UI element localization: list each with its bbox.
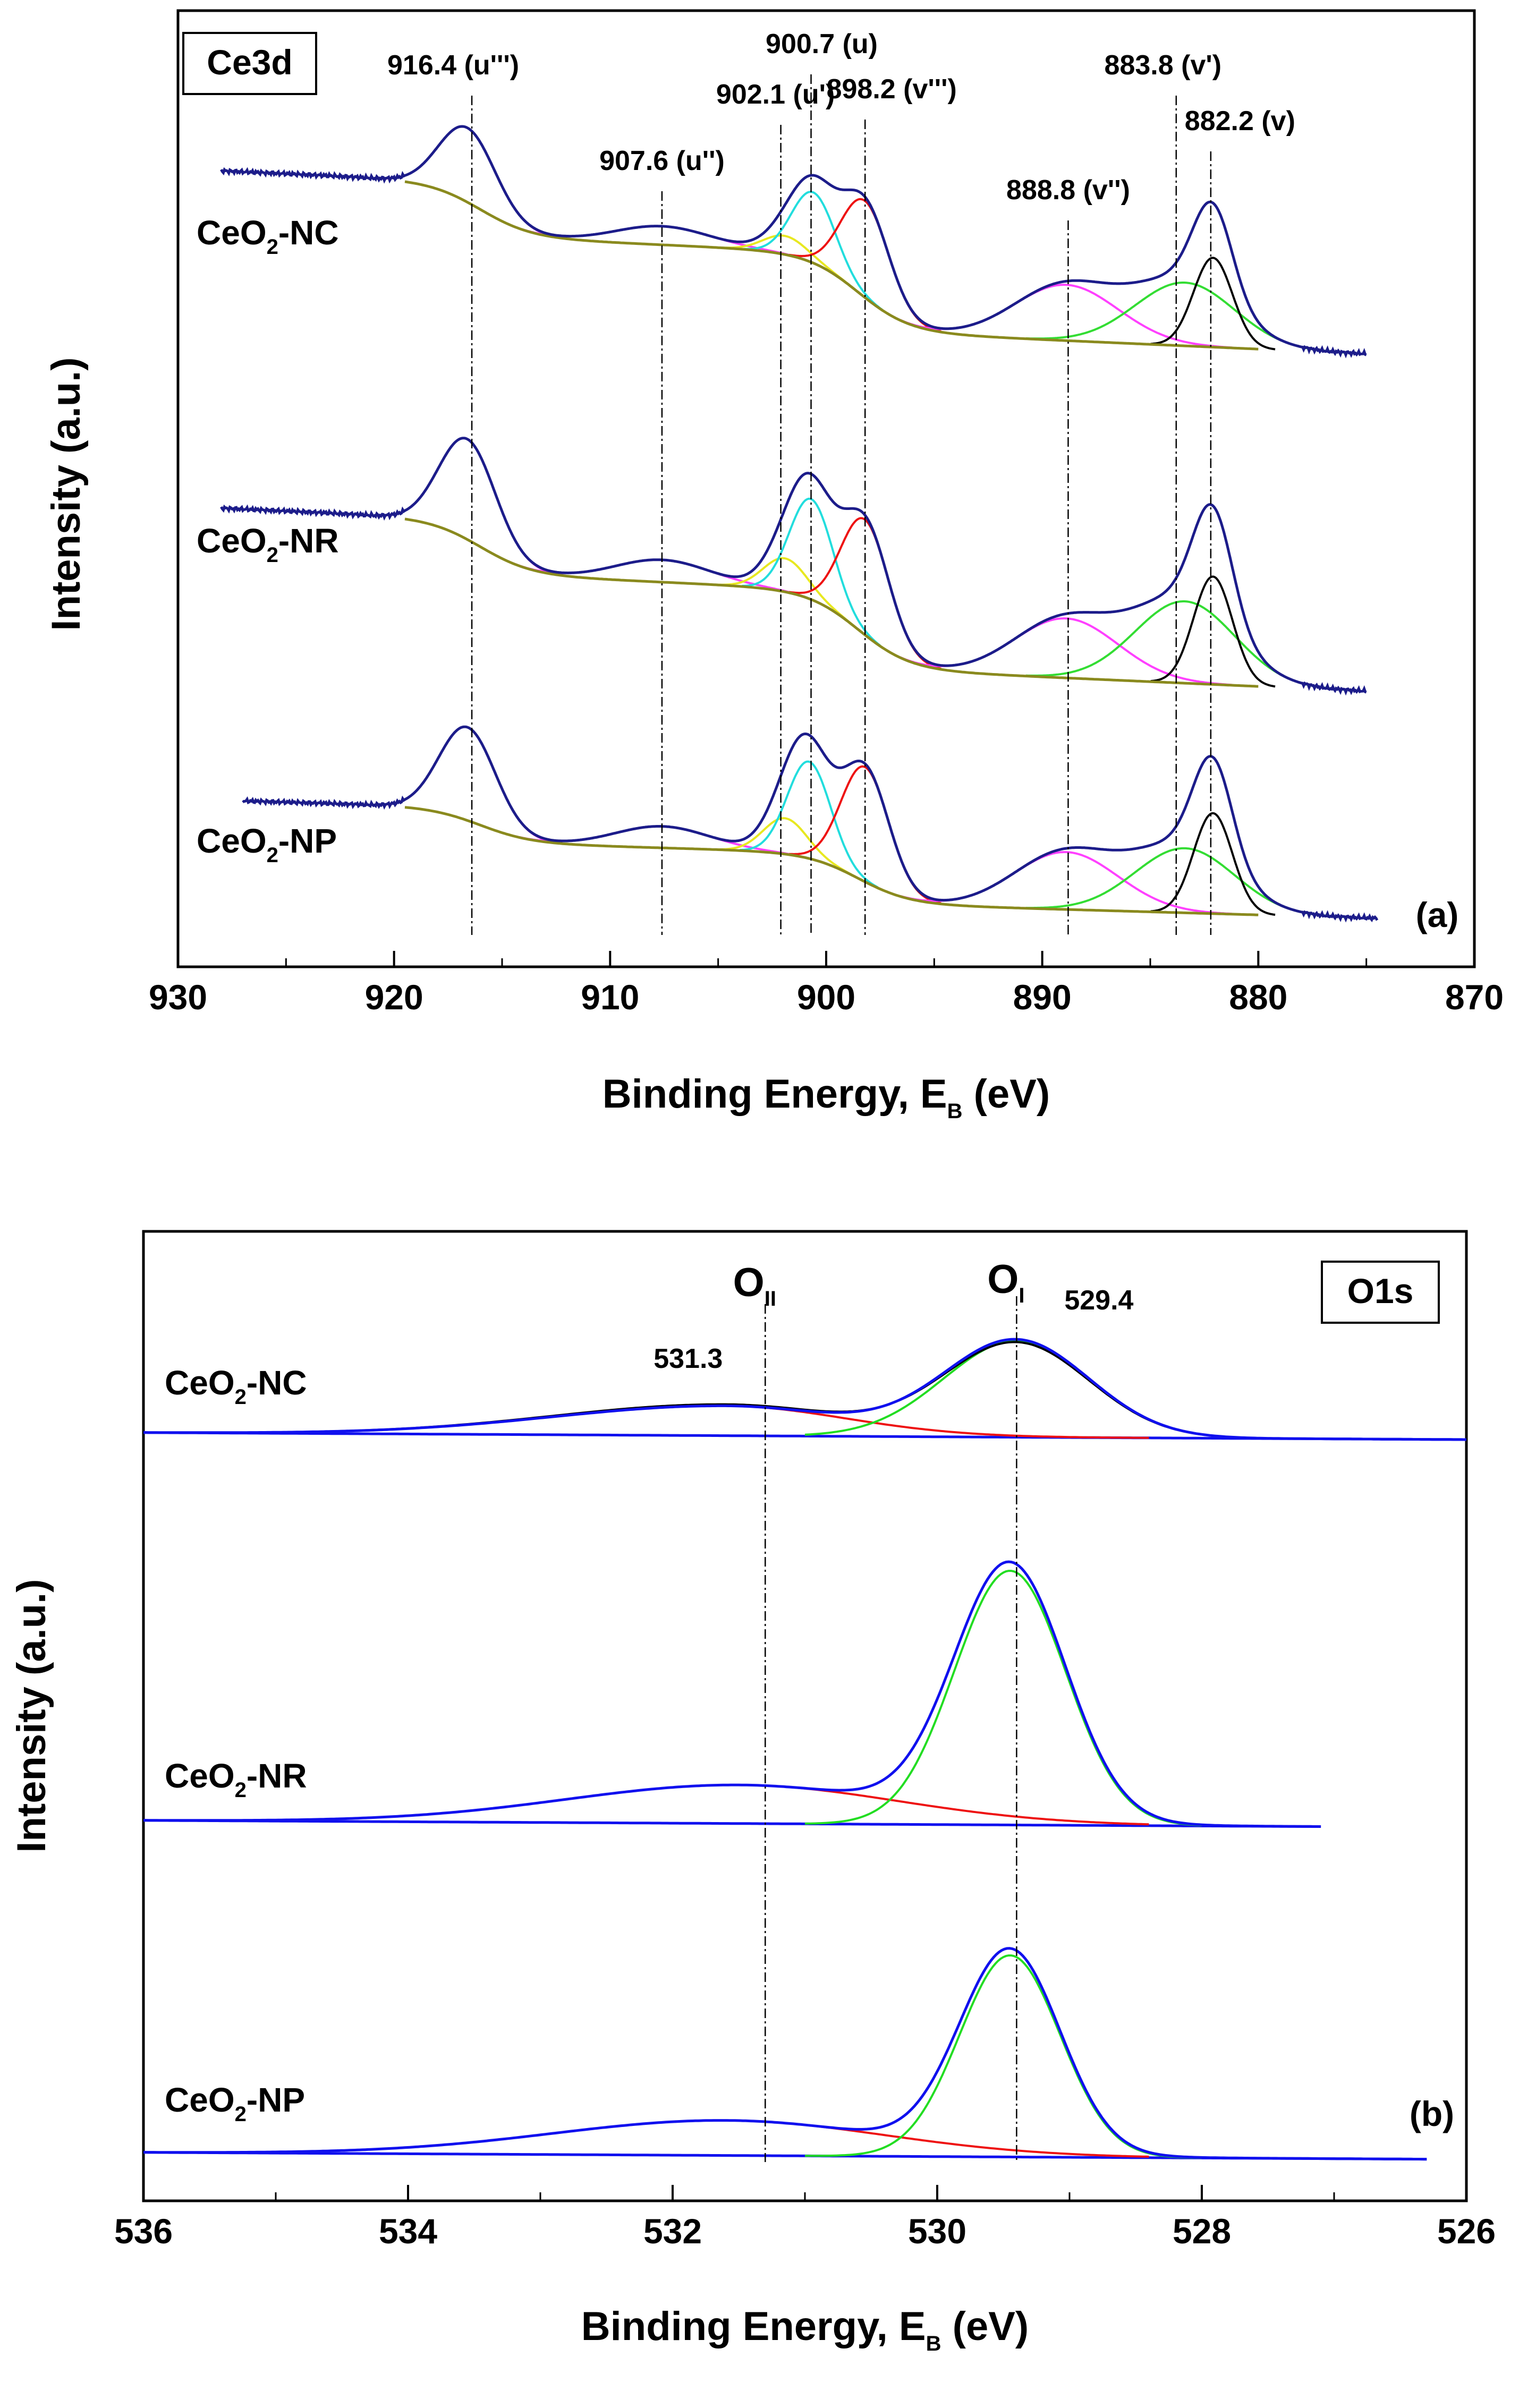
ce3d-envelope [220,125,1367,359]
ce3d-title-box [182,32,317,95]
ce3d-sample-label: CeO2-NP [197,822,337,867]
o1s-sample-label: CeO2-NP [165,2081,305,2126]
ce3d-background [404,517,1259,688]
ce3d-y-axis-title: Intensity (a.u.) [44,357,89,631]
o1s-oi-energy: 529.4 [1064,1285,1133,1316]
o1s-component-label: OII [733,1260,776,1311]
o1s-title-box [1321,1261,1440,1324]
o1s-fit-envelope [143,1338,1466,1441]
o1s-component-markers: OII OI 531.3 529.4 [654,1257,1134,2162]
ce3d-fit-component [1150,575,1276,688]
ce3d-x-axis-title: Binding Energy, EB (eV) [602,1071,1050,1123]
o1s-title: O1s [1347,1271,1414,1311]
ce3d-background [404,180,1259,351]
o1s-x-tick-label: 526 [1437,2211,1496,2251]
ce3d-x-tick-label: 890 [1013,977,1072,1017]
ce3d-envelope [242,725,1379,923]
o1s-x-axis-title: Binding Energy, EB (eV) [581,2304,1029,2355]
panel-b-label: (b) [1410,2094,1454,2133]
ce3d-peak-label: 900.7 (u) [766,29,878,59]
ce3d-peak-label: 883.8 (v') [1105,50,1222,81]
o1s-oii-energy: 531.3 [654,1343,723,1374]
ce3d-fit-component [1150,812,1276,916]
o1s-component-label: OI [987,1257,1024,1307]
ce3d-spectra: CeO2-NC CeO2-NR CeO2-NP [197,125,1379,923]
ce3d-fit-component [740,760,879,889]
ce3d-peak-label: 882.2 (v) [1185,106,1295,137]
ce3d-x-tick-label: 930 [149,977,207,1017]
ce3d-fit-component [1150,257,1276,351]
ce3d-peak-label: 888.8 (v'') [1006,175,1130,206]
o1s-fit-envelope [143,1560,1321,1828]
ce3d-background [404,806,1259,916]
o1s-sample-label: CeO2-NC [165,1364,307,1409]
ce3d-title: Ce3d [207,42,292,82]
ce3d-peak-label: 902.1 (u') [716,79,835,110]
ce3d-x-ticks: 930 920 910 900 890 880 870 [149,951,1504,1017]
o1s-x-tick-label: 530 [908,2211,966,2251]
ce3d-peak-label: 907.6 (u'') [599,146,725,176]
ce3d-peak-label: 898.2 (v''') [827,74,957,105]
ce3d-x-tick-label: 880 [1229,977,1287,1017]
panel-a-label: (a) [1416,895,1459,934]
ce3d-sample-label: CeO2-NC [197,214,339,259]
ce3d-peak-label: 916.4 (u''') [387,50,519,81]
ce3d-x-tick-label: 920 [365,977,423,1017]
o1s-x-tick-label: 532 [643,2211,702,2251]
o1s-spectra: CeO2-NC CeO2-NR CeO2-NP [143,1338,1466,2161]
ce3d-sample-label: CeO2-NR [197,522,339,567]
o1s-y-axis-title: Intensity (a.u.) [9,1579,54,1852]
o1s-x-ticks: 536 534 532 530 528 526 [114,2185,1496,2251]
o1s-x-tick-label: 534 [379,2211,437,2251]
o1s-baseline [143,1819,1321,1828]
ce3d-fit-component [744,191,883,311]
ce3d-x-tick-label: 870 [1445,977,1504,1017]
o1s-panel: CeO2-NC CeO2-NR CeO2-NP OII OI 531.3 529.4 53… [9,1230,1496,2355]
ce3d-fit-component [716,557,855,627]
o1s-x-tick-label: 536 [114,2211,173,2251]
ce3d-x-tick-label: 900 [797,977,855,1017]
ce3d-fit-component [716,817,855,877]
o1s-fit-envelope [143,1947,1427,2161]
ce3d-x-tick-label: 910 [581,977,639,1017]
ce3d-panel: CeO2-NC CeO2-NR CeO2-NP 916.4 (u''') 907.6 … [44,9,1504,1123]
ce3d-envelope [220,437,1367,696]
ce3d-fit-component [716,234,855,290]
o1s-sample-label: CeO2-NR [165,1757,307,1802]
ce3d-peak-markers: 916.4 (u''') 907.6 (u'') 902.1 (u') 900.7 (… [387,29,1295,935]
o1s-x-tick-label: 528 [1173,2211,1231,2251]
